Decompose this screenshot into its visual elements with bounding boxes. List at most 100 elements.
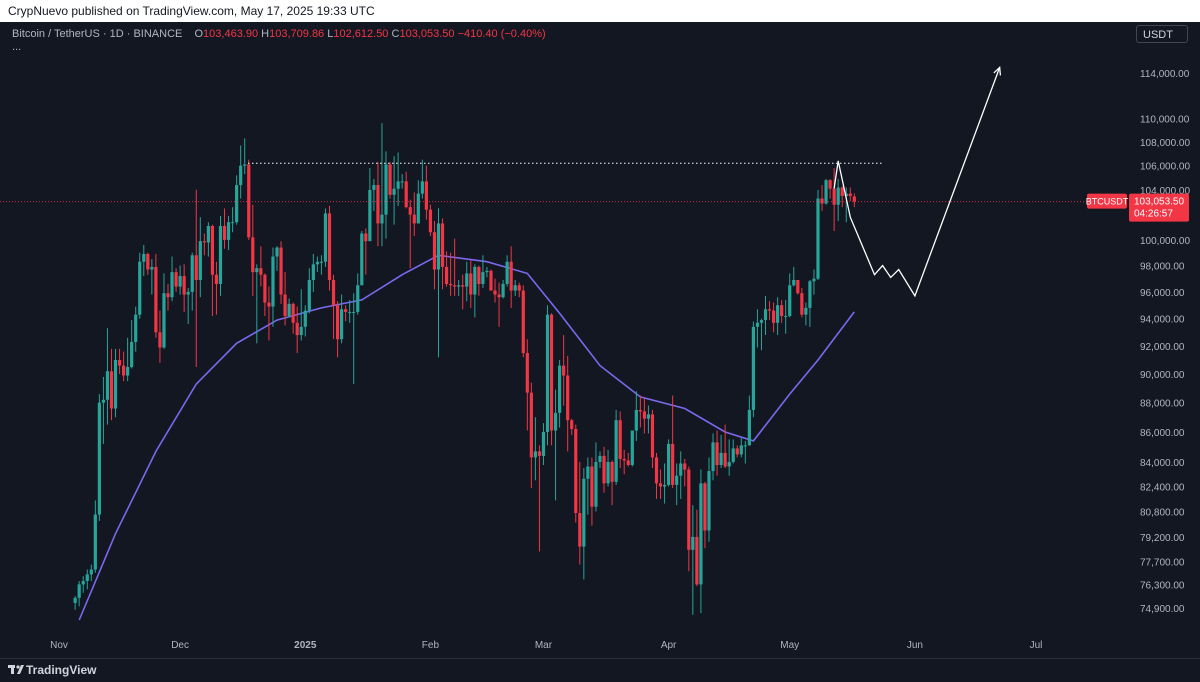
- candle-body: [360, 233, 364, 286]
- candle-body: [408, 207, 412, 215]
- candle-body: [509, 261, 513, 291]
- candle-body: [420, 181, 424, 194]
- candle-body: [247, 164, 251, 238]
- candle-body: [683, 463, 687, 470]
- y-axis-tick-label: 74,900.00: [1140, 604, 1185, 615]
- y-axis-tick-label: 86,000.00: [1140, 428, 1185, 439]
- candle-body: [243, 164, 247, 166]
- candle-body: [852, 196, 856, 202]
- symbol-tag-text: BTCUSDT: [1086, 197, 1129, 207]
- candle-body: [735, 448, 739, 455]
- y-axis-tick-label: 79,200.00: [1140, 533, 1185, 544]
- candle-body: [457, 285, 461, 287]
- candle-body: [796, 279, 800, 294]
- chart-area[interactable]: 114,000.00 110,000.00 108,000.00 106,000.00…: [0, 22, 1200, 658]
- candle-body: [634, 409, 638, 431]
- candle-body: [113, 360, 118, 409]
- candle-body: [340, 309, 344, 340]
- candle-body: [279, 247, 283, 295]
- candle-body: [533, 451, 537, 458]
- candle-body: [126, 367, 130, 376]
- candle-body: [130, 341, 134, 368]
- candle-body: [235, 185, 239, 223]
- candle-body: [687, 469, 691, 550]
- y-axis-tick-label: 114,000.00: [1140, 69, 1190, 80]
- candle-body: [331, 279, 336, 306]
- candle-body: [396, 181, 400, 189]
- legend-more-button[interactable]: ...: [12, 41, 22, 53]
- candle-body: [804, 307, 808, 315]
- current-price-box: [1129, 193, 1189, 222]
- candle-body: [703, 483, 707, 531]
- price-axis-panel: [1128, 22, 1200, 658]
- candle-body: [622, 458, 626, 461]
- publisher-line: CrypNuevo published on TradingView.com, …: [8, 4, 375, 18]
- candle-body: [150, 266, 154, 270]
- x-axis-tick-label: 2025: [294, 640, 317, 651]
- candle-body: [134, 314, 138, 342]
- candle-body: [206, 225, 210, 243]
- candle-body: [473, 266, 477, 295]
- candle-body: [259, 268, 263, 275]
- candle-body: [412, 214, 416, 224]
- candle-body: [255, 268, 259, 273]
- currency-button[interactable]: USDT: [1136, 25, 1188, 43]
- y-axis-tick-label: 76,300.00: [1140, 580, 1185, 591]
- candle-body: [380, 214, 384, 224]
- candle-body: [392, 188, 396, 195]
- open-value: 103,463.90: [203, 28, 259, 40]
- candle-body: [368, 189, 372, 242]
- price-chart[interactable]: 114,000.00 110,000.00 108,000.00 106,000.00…: [0, 22, 1200, 658]
- candle-body: [376, 185, 380, 224]
- candle-body: [776, 305, 780, 323]
- candle-body: [101, 399, 106, 403]
- candle-body: [275, 247, 279, 257]
- candle-body: [780, 305, 784, 316]
- candle-body: [816, 198, 820, 279]
- candle-body: [388, 164, 392, 195]
- candle-body: [614, 420, 618, 482]
- candle-body: [675, 475, 679, 485]
- close-value: 103,053.50: [399, 28, 455, 40]
- candle-body: [453, 285, 457, 287]
- candle-body: [461, 285, 465, 287]
- candle-body: [808, 281, 812, 308]
- candle-body: [222, 225, 227, 240]
- candle-body: [602, 455, 606, 484]
- candle-body: [299, 326, 303, 336]
- candle-body: [154, 266, 158, 333]
- candle-body: [307, 279, 311, 311]
- candle-body: [344, 309, 348, 312]
- y-axis-tick-label: 88,000.00: [1140, 399, 1185, 410]
- candle-body: [440, 223, 445, 267]
- candle-body: [630, 430, 634, 465]
- candle-body: [291, 303, 295, 323]
- y-axis-tick-label: 94,000.00: [1140, 315, 1185, 326]
- candle-body: [662, 484, 667, 487]
- candle-body: [489, 270, 493, 291]
- candle-body: [194, 255, 198, 280]
- candle-body: [719, 452, 723, 465]
- candle-body: [743, 445, 747, 447]
- change-value: −410.40 (−0.40%): [457, 28, 546, 40]
- candle-body: [562, 365, 566, 376]
- x-axis-tick-label: Mar: [535, 640, 553, 651]
- candle-body: [327, 213, 332, 280]
- candle-body: [800, 293, 804, 315]
- candle-body: [679, 463, 683, 476]
- candle-body: [469, 273, 473, 295]
- close-label: C: [391, 28, 400, 40]
- candle-body: [529, 392, 533, 458]
- candle-body: [788, 285, 792, 316]
- candle-body: [497, 294, 501, 298]
- candle-body: [658, 483, 663, 487]
- y-axis-tick-label: 90,000.00: [1140, 370, 1185, 381]
- candle-body: [315, 261, 319, 265]
- candle-body: [190, 255, 194, 292]
- candle-body: [182, 276, 186, 295]
- candle-body: [323, 213, 328, 262]
- candle-body: [501, 283, 505, 298]
- candle-body: [251, 237, 255, 273]
- high-value: 103,709.86: [269, 28, 325, 40]
- projection-path: [833, 67, 1001, 298]
